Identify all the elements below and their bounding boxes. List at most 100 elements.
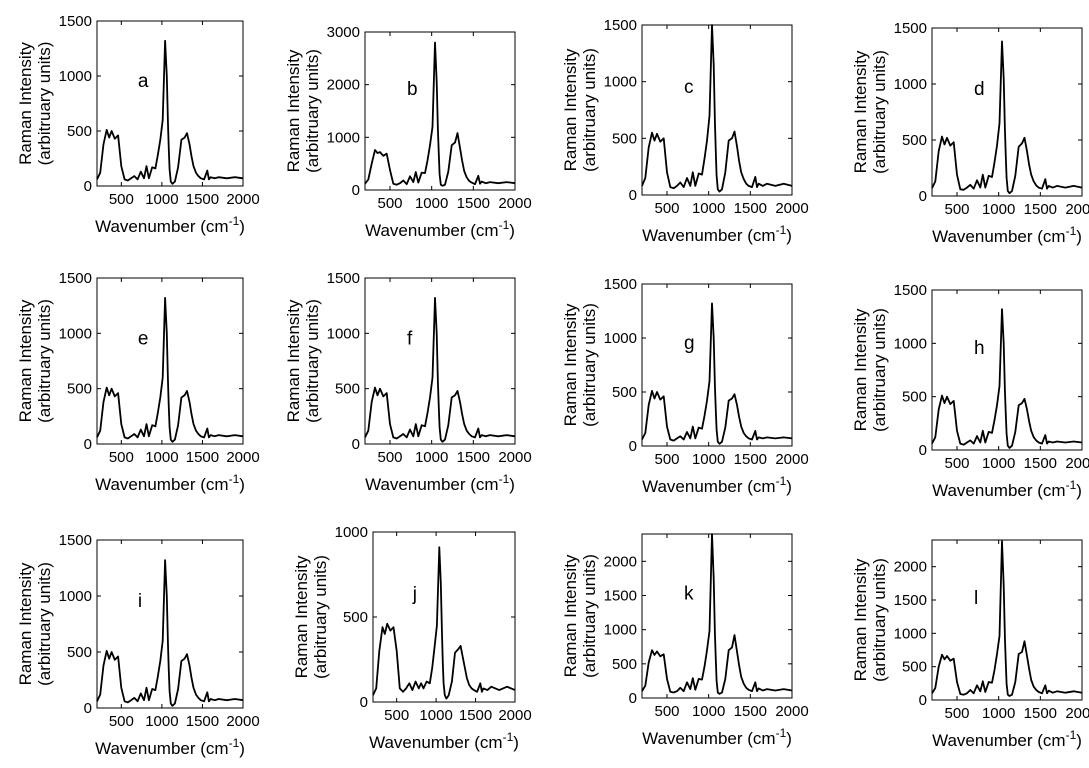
y-tick-label: 0 (629, 690, 637, 707)
x-tick-label: 1500 (1024, 705, 1057, 722)
y-axis-subtitle: (arbitruary units) (580, 554, 599, 678)
y-tick-label: 500 (67, 381, 92, 398)
y-tick-label: 0 (352, 182, 360, 199)
x-tick-label: 1500 (1024, 455, 1057, 472)
y-tick-label: 1500 (894, 592, 927, 609)
panel-k: 0 500 1000 1500 2000 500 1000 1500 2000 k Wavenumb… (561, 533, 809, 748)
y-tick-label: 0 (629, 187, 637, 204)
x-tick-label: 500 (654, 200, 679, 217)
spectrum-line (641, 533, 793, 695)
y-tick-label: 1500 (604, 17, 637, 34)
x-tick-label: 2000 (226, 449, 259, 466)
y-axis-title: Raman Intensity (292, 555, 311, 678)
x-tick-label: 1000 (982, 455, 1015, 472)
spectrum-line (364, 297, 516, 443)
y-tick-label: 500 (335, 381, 360, 398)
x-tick-label: 1000 (415, 449, 448, 466)
y-tick-label: 1000 (59, 588, 92, 605)
y-tick-label: 1000 (327, 129, 360, 146)
plot-frame (641, 533, 793, 699)
x-axis-title: Wavenumber (cm-1) (932, 728, 1082, 750)
panel-f: 0 500 1000 1500 500 1000 1500 2000 f Wavenumber (… (284, 270, 532, 494)
x-tick-label: 500 (109, 713, 134, 730)
x-tick-label: 1000 (982, 705, 1015, 722)
y-axis-title: Raman Intensity (284, 49, 303, 172)
spectrum-line (96, 39, 244, 185)
y-axis-subtitle: (arbitruary units) (35, 562, 54, 686)
y-tick-label: 0 (84, 178, 92, 195)
plot-frame (364, 31, 516, 191)
y-tick-label: 500 (902, 389, 927, 406)
panel-letter: c (684, 77, 694, 98)
panel-letter: a (138, 71, 149, 92)
y-tick-label: 2000 (894, 559, 927, 576)
x-tick-label: 2000 (226, 713, 259, 730)
x-tick-label: 500 (377, 449, 402, 466)
y-tick-label: 500 (902, 659, 927, 676)
y-tick-label: 2000 (604, 553, 637, 570)
x-tick-label: 1500 (457, 449, 490, 466)
x-tick-label: 1500 (459, 707, 492, 724)
x-tick-label: 1000 (692, 703, 725, 720)
y-tick-label: 0 (360, 694, 368, 711)
x-tick-label: 2000 (1065, 201, 1089, 218)
y-tick-label: 1000 (604, 74, 637, 91)
panel-b: 0 1000 2000 3000 500 1000 1500 2000 b Wavenumber … (284, 24, 532, 240)
y-tick-label: 1500 (327, 270, 360, 287)
x-tick-label: 2000 (775, 703, 808, 720)
y-tick-label: 0 (919, 188, 927, 205)
x-tick-label: 1500 (186, 191, 219, 208)
x-axis-title: Wavenumber (cm-1) (932, 224, 1082, 246)
panel-letter: b (407, 79, 418, 100)
y-axis-title: Raman Intensity (561, 303, 580, 426)
x-axis-title: Wavenumber (cm-1) (95, 214, 245, 236)
x-tick-label: 500 (109, 449, 134, 466)
x-tick-label: 500 (654, 451, 679, 468)
y-axis-title: Raman Intensity (851, 50, 870, 173)
panel-e: 0 500 1000 1500 500 1000 1500 2000 e Wavenumber (… (16, 270, 260, 494)
y-tick-label: 3000 (327, 24, 360, 41)
y-tick-label: 0 (919, 442, 927, 459)
x-axis-title: Wavenumber (cm-1) (95, 736, 245, 758)
x-axis-title: Wavenumber (cm-1) (365, 218, 515, 240)
y-tick-label: 1500 (59, 13, 92, 30)
y-tick-label: 1500 (59, 270, 92, 287)
spectrum-line (641, 24, 793, 193)
y-axis-subtitle: (arbitruary units) (311, 555, 330, 679)
y-tick-label: 1000 (604, 330, 637, 347)
spectrum-line (931, 540, 1083, 697)
panel-j: 0 500 1000 500 1000 1500 2000 j Wavenumber (cm-1… (292, 524, 532, 752)
panel-c: 0 500 1000 1500 500 1000 1500 2000 c Wavenumber (… (561, 17, 809, 245)
x-tick-label: 1000 (692, 200, 725, 217)
x-tick-label: 500 (944, 455, 969, 472)
panel-a: 0 500 1000 1500 500 1000 1500 2000 a Wavenumber (… (16, 13, 260, 236)
y-axis-title: Raman Intensity (284, 299, 303, 422)
plot-frame (364, 277, 516, 445)
y-tick-label: 500 (343, 609, 368, 626)
x-tick-label: 2000 (498, 195, 531, 212)
y-axis-title: Raman Intensity (851, 308, 870, 431)
x-axis-title: Wavenumber (cm-1) (95, 472, 245, 494)
y-tick-label: 0 (84, 700, 92, 717)
y-axis-subtitle: (arbitruary units) (35, 42, 54, 166)
x-tick-label: 500 (654, 703, 679, 720)
y-axis-subtitle: (arbitruary units) (303, 299, 322, 423)
y-tick-label: 1000 (335, 524, 368, 541)
y-axis-title: Raman Intensity (851, 558, 870, 681)
x-tick-label: 1000 (692, 451, 725, 468)
x-tick-label: 1500 (734, 451, 767, 468)
x-tick-label: 1000 (145, 713, 178, 730)
panel-letter: i (138, 591, 142, 612)
plot-frame (931, 27, 1083, 197)
plot-frame (96, 277, 244, 445)
x-tick-label: 1000 (145, 449, 178, 466)
panel-letter: k (684, 584, 694, 605)
y-tick-label: 1000 (894, 76, 927, 93)
x-tick-label: 1500 (186, 449, 219, 466)
plot-frame (96, 20, 244, 187)
x-tick-label: 500 (384, 707, 409, 724)
y-tick-label: 0 (352, 436, 360, 453)
y-tick-label: 500 (67, 123, 92, 140)
plot-frame (931, 539, 1083, 701)
